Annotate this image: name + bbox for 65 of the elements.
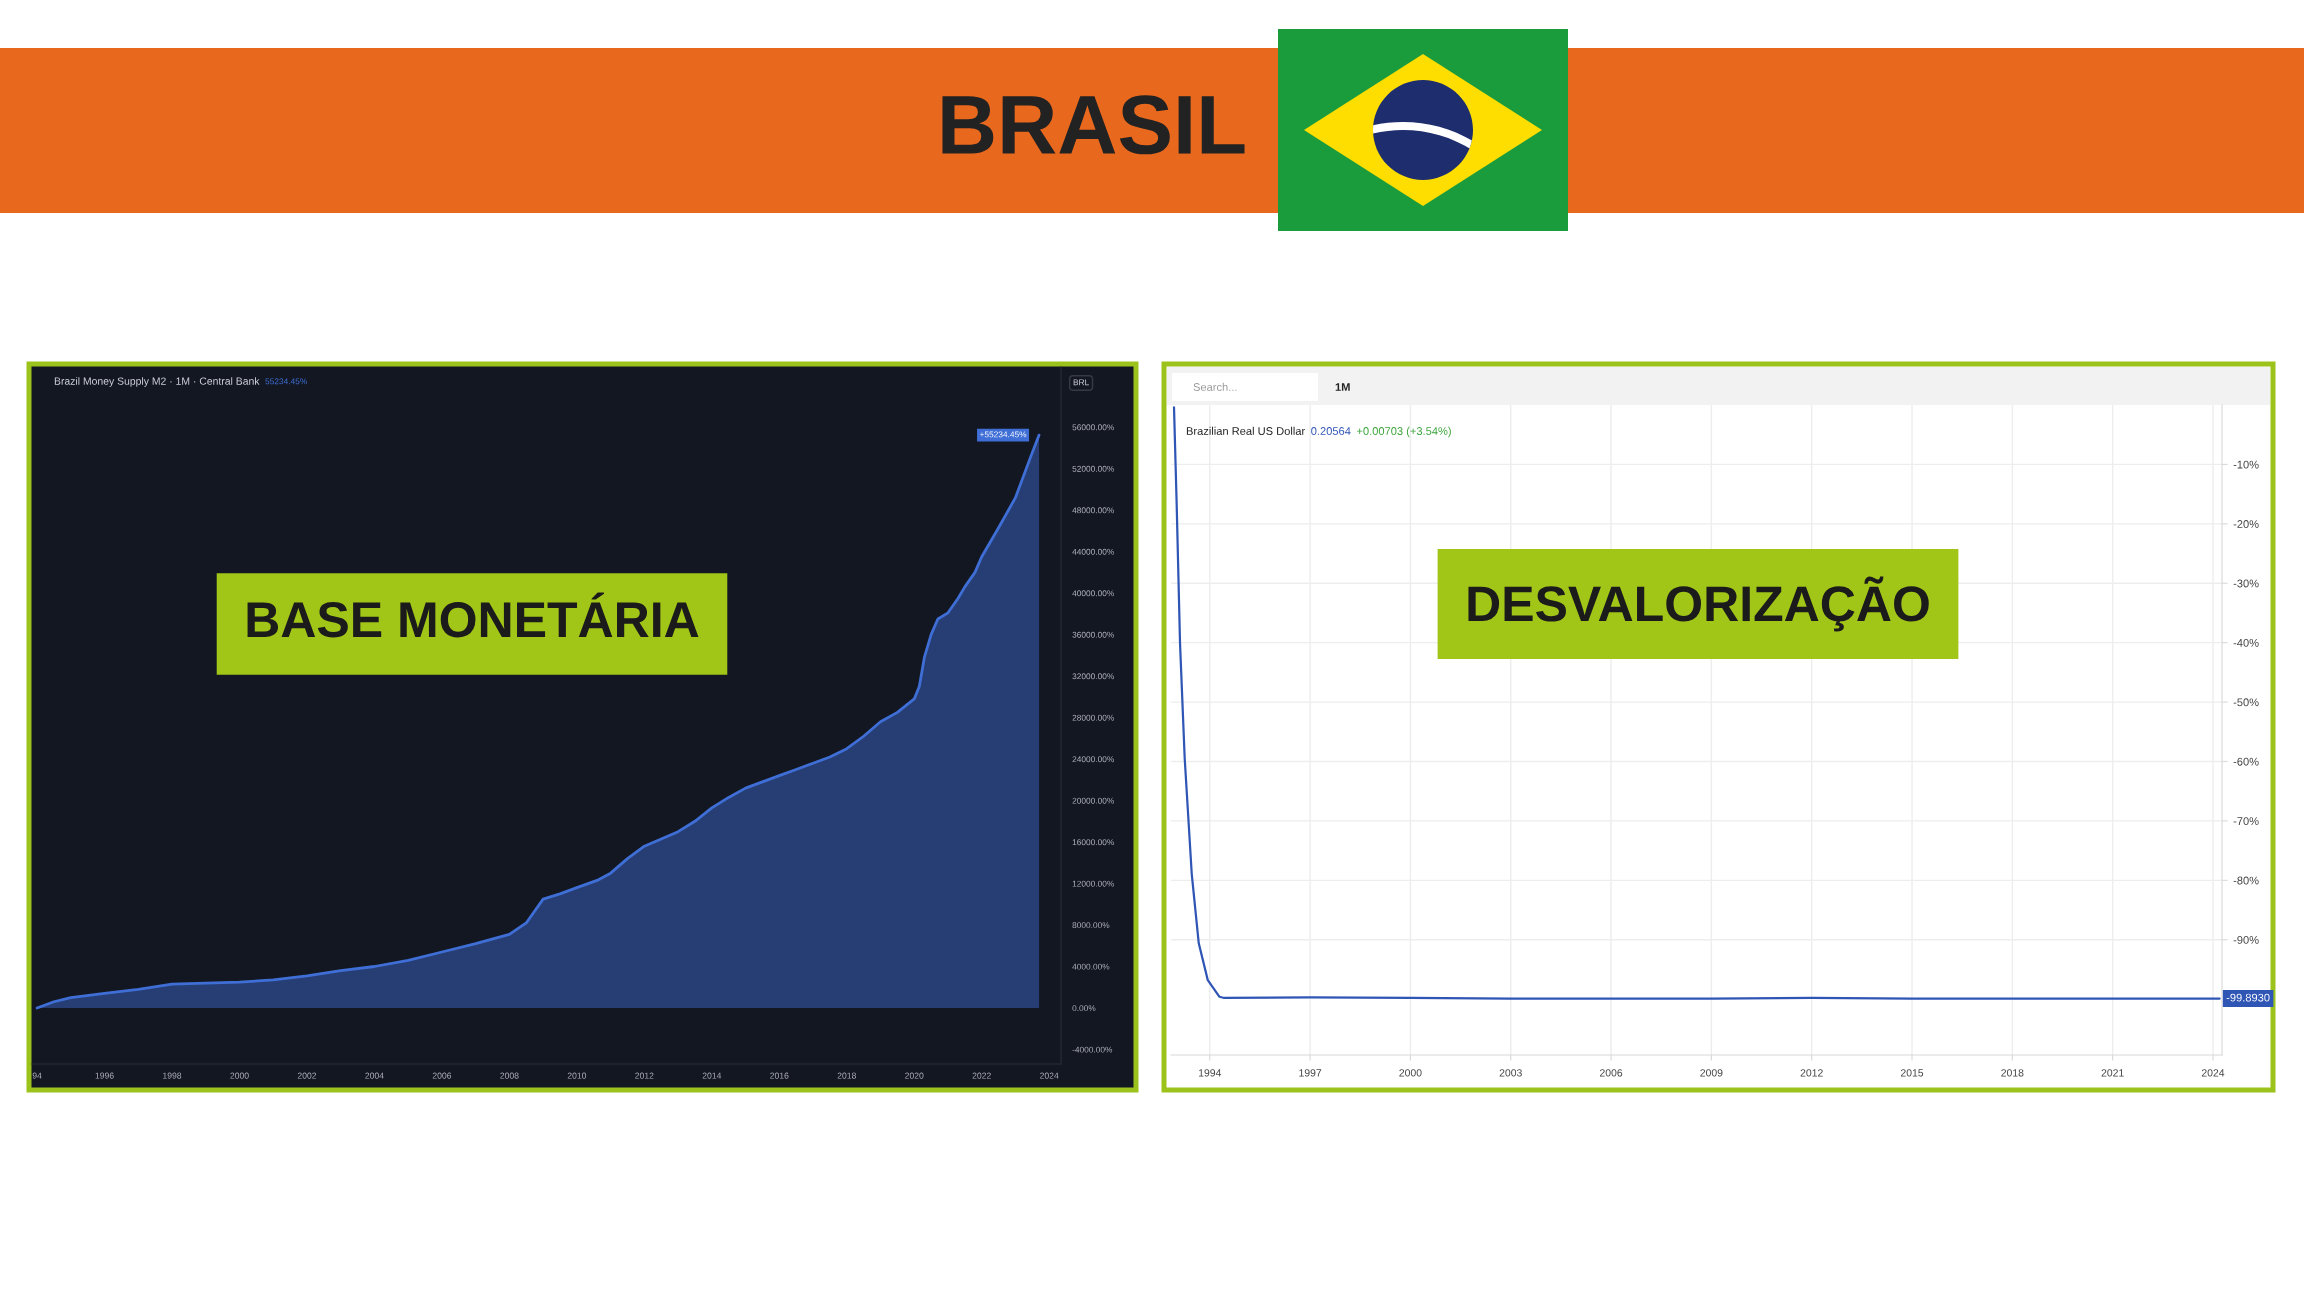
- x-tick-label: 2003: [1499, 1069, 1522, 1077]
- x-tick-label: 2018: [2001, 1069, 2024, 1077]
- y-tick-label: -20%: [2233, 520, 2259, 528]
- y-tick-label: 0.00%: [1072, 1005, 1096, 1012]
- y-tick-label: -10%: [2233, 460, 2259, 469]
- x-tick-label: 2021: [2101, 1069, 2124, 1077]
- y-tick-label: -30%: [2233, 579, 2259, 588]
- text: BRL: [1073, 379, 1089, 386]
- x-tick-label: 2018: [837, 1072, 856, 1079]
- text: Brazilian Real US Dollar: [1186, 426, 1305, 435]
- y-tick-label: -50%: [2233, 698, 2259, 707]
- y-tick-label: -60%: [2233, 757, 2259, 766]
- y-tick-label: 12000.00%: [1072, 880, 1114, 887]
- y-tick-label: 4000.00%: [1072, 963, 1110, 970]
- x-tick-label: 2022: [972, 1072, 991, 1079]
- y-tick-label: 24000.00%: [1072, 756, 1114, 763]
- x-tick-label: 2006: [1600, 1069, 1623, 1077]
- y-tick-label: -90%: [2233, 936, 2259, 944]
- x-tick-label: 2024: [1040, 1072, 1059, 1079]
- x-tick-label: 2008: [500, 1072, 519, 1079]
- x-tick-label: 2000: [230, 1072, 249, 1079]
- x-tick-label: 2006: [432, 1072, 452, 1079]
- x-tick-label: 2012: [635, 1072, 654, 1079]
- x-tick-label: 1998: [163, 1072, 182, 1079]
- annotation: 55234.45%: [265, 378, 307, 385]
- text: 1M: [1335, 383, 1350, 391]
- text: BASE MONETÁRIA: [247, 592, 699, 638]
- x-tick-label: 2009: [1700, 1069, 1723, 1077]
- y-tick-label: 44000.00%: [1072, 548, 1114, 555]
- text: Brazil Money Supply M2 · 1M · Central Bank: [54, 377, 260, 387]
- y-tick-label: 28000.00%: [1072, 714, 1114, 721]
- y-tick-label: 56000.00%: [1072, 424, 1114, 431]
- y-tick-label: 8000.00%: [1072, 922, 1110, 929]
- x-tick-label: 1997: [1299, 1069, 1322, 1077]
- x-tick-label: 2016: [770, 1072, 789, 1079]
- data-label: +55234.45%: [979, 431, 1027, 438]
- text: BRASIL: [942, 95, 1245, 155]
- x-tick-label: 2024: [2201, 1069, 2225, 1077]
- x-tick-label: 2002: [297, 1072, 317, 1079]
- y-tick-label: -80%: [2233, 876, 2259, 885]
- y-tick-label: 40000.00%: [1072, 590, 1114, 597]
- annotation: +0.00703 (+3.54%): [1356, 426, 1451, 438]
- y-tick-label: 48000.00%: [1072, 507, 1114, 514]
- y-tick-label: 20000.00%: [1072, 797, 1114, 804]
- text: Search...: [1193, 382, 1237, 391]
- x-tick-label: 1994: [1199, 1069, 1222, 1077]
- y-tick-label: 16000.00%: [1072, 839, 1114, 846]
- annotation: 0.20564: [1311, 427, 1351, 435]
- x-tick-label: 2014: [702, 1072, 722, 1079]
- y-tick-label: 52000.00%: [1072, 465, 1114, 472]
- x-tick-label: 94: [32, 1072, 42, 1079]
- text: DESVALORIZAÇÃO: [1468, 576, 1929, 632]
- y-tick-label: -70%: [2233, 817, 2259, 826]
- y-tick-label: -4000.00%: [1072, 1046, 1113, 1053]
- x-tick-label: 2004: [365, 1072, 384, 1079]
- x-tick-label: 2010: [567, 1072, 587, 1079]
- y-tick-label: -40%: [2233, 638, 2259, 647]
- x-tick-label: 2012: [1800, 1069, 1823, 1077]
- y-tick-label: 32000.00%: [1072, 673, 1114, 680]
- x-tick-label: 2015: [1900, 1069, 1924, 1077]
- x-tick-label: 1996: [95, 1072, 114, 1079]
- data-label: -99.8930: [2226, 993, 2270, 1002]
- x-tick-label: 2020: [905, 1072, 924, 1079]
- x-tick-label: 2000: [1399, 1069, 1422, 1077]
- y-tick-label: 36000.00%: [1072, 631, 1114, 638]
